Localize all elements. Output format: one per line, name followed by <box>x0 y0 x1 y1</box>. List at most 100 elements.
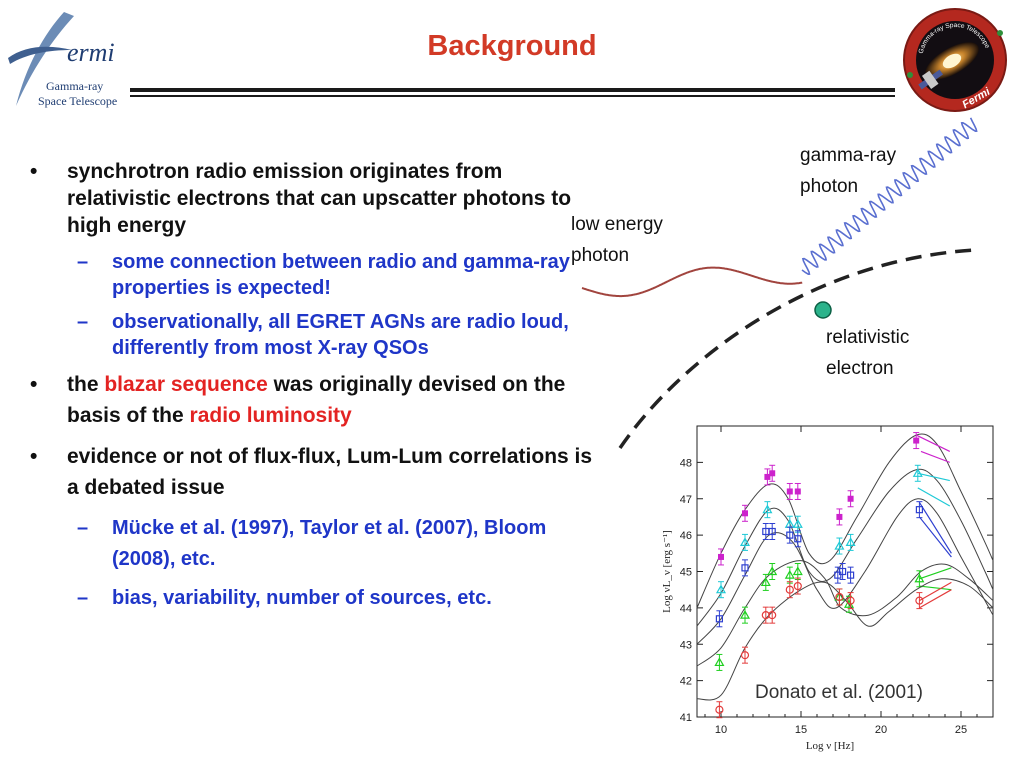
gamma-ray-photon-label: gamma-ray photon <box>800 145 897 197</box>
data-point <box>768 527 776 536</box>
inverse-compton-diagram <box>581 117 978 449</box>
data-point <box>786 488 793 495</box>
data-segment <box>915 434 951 453</box>
data-segment <box>919 589 952 609</box>
data-point <box>793 581 802 591</box>
bullet-1-sub-2-text: observationally, all EGRET AGNs are radi… <box>112 311 569 359</box>
fermi-logo-brand: ermi <box>67 38 115 67</box>
data-point <box>835 592 844 602</box>
y-tick-label: 48 <box>680 457 692 469</box>
x-tick-label: 15 <box>795 724 807 736</box>
slide-body: • synchrotron radio emission originates … <box>22 158 597 622</box>
data-point <box>914 573 925 583</box>
y-tick-label: 41 <box>680 712 692 724</box>
y-tick-label: 46 <box>680 530 692 542</box>
data-point <box>786 531 794 539</box>
data-segment <box>917 472 950 482</box>
data-point <box>715 615 724 623</box>
y-tick-label: 45 <box>680 567 692 579</box>
bullet-3-sub-2-text: bias, variability, number of sources, et… <box>112 587 492 609</box>
bullet-3: • evidence or not of flux-flux, Lum-Lum … <box>30 445 593 499</box>
fermi-logo-line1: Gamma-ray <box>46 79 104 93</box>
bullet-1-sub-1-text: some connection between radio and gamma-… <box>112 251 570 299</box>
data-point <box>836 513 843 520</box>
relativistic-electron-label: relativistic electron <box>826 327 910 379</box>
bullet-1-sub-2: – observationally, all EGRET AGNs are ra… <box>77 311 569 359</box>
x-tick-label: 20 <box>875 724 887 736</box>
title-rule-thin <box>130 95 895 97</box>
data-point <box>784 569 795 579</box>
data-point <box>718 553 724 560</box>
data-point <box>845 537 856 546</box>
fermi-mission-badge: Gamma-ray Space Telescope Fermi <box>900 5 1010 115</box>
slide-title: Background <box>427 30 597 62</box>
bullet-2-mid: was originally devised on the basis of t… <box>67 373 566 427</box>
electron-track <box>618 248 976 449</box>
low-energy-photon-label: low energy photon <box>571 214 663 266</box>
data-point <box>792 566 803 576</box>
data-segment <box>917 487 951 507</box>
data-point <box>739 609 751 619</box>
bullet-3-sub-1-text: Mücke et al. (1997), Taylor et al. (2007… <box>112 517 547 570</box>
y-tick-label: 43 <box>680 639 692 651</box>
data-point <box>741 564 749 572</box>
data-point <box>715 705 724 714</box>
data-point <box>767 566 778 576</box>
data-point <box>768 611 777 620</box>
gamma-ray-photon-wave <box>801 117 978 276</box>
chart-citation: Donato et al. (2001) <box>752 682 926 704</box>
data-segment <box>918 502 952 554</box>
blazar-sed-chart: 10 15 20 25 41 42 43 44 45 46 47 48 Log ν [Hz] Log νL… <box>661 425 994 752</box>
plot-frame <box>696 425 994 718</box>
data-point <box>794 535 802 543</box>
data-segment <box>919 581 952 602</box>
blazar-sequence-highlight: blazar sequence <box>104 373 268 396</box>
data-point <box>912 468 923 477</box>
data-point <box>839 567 847 576</box>
y-axis-label: Log νL_ν [erg s⁻¹] <box>661 530 673 613</box>
fermi-logo-line2: Space Telescope <box>38 94 118 108</box>
low-energy-photon-wave <box>581 266 803 298</box>
data-segment <box>920 450 951 463</box>
data-point <box>769 470 776 477</box>
data-point <box>742 510 748 517</box>
bullet-3-text: evidence or not of flux-flux, Lum-Lum co… <box>67 445 593 499</box>
x-tick-label: 25 <box>955 724 967 736</box>
data-point <box>715 584 727 594</box>
radio-luminosity-highlight: radio luminosity <box>189 404 352 427</box>
data-point <box>794 488 801 495</box>
data-point <box>714 657 725 667</box>
data-point <box>915 506 923 514</box>
model-curve <box>696 433 994 609</box>
data-point <box>785 585 794 594</box>
data-point <box>913 437 920 444</box>
y-tick-label: 44 <box>680 603 692 615</box>
fermi-swoosh-icon <box>8 12 74 106</box>
bullet-2-pre: the <box>67 373 105 396</box>
bullet-1-sub-1: – some connection between radio and gamm… <box>77 251 570 299</box>
data-point <box>762 504 773 514</box>
bullet-1: • synchrotron radio emission originates … <box>30 160 572 237</box>
data-segment <box>918 516 952 558</box>
data-point <box>846 596 855 605</box>
relativistic-electron-icon <box>814 301 832 319</box>
bullet-3-sub-2: – bias, variability, number of sources, … <box>77 587 492 609</box>
bullet-1-text: synchrotron radio emission originates fr… <box>67 160 572 237</box>
y-tick-label: 47 <box>680 494 692 506</box>
data-point <box>847 571 855 579</box>
data-point <box>740 651 750 660</box>
data-point <box>834 540 845 550</box>
title-rule <box>130 88 895 92</box>
bullet-2: • the blazar sequence was originally dev… <box>30 373 566 427</box>
fermi-logo: ermi Gamma-ray Space Telescope <box>4 6 134 111</box>
data-point <box>915 596 924 605</box>
data-point <box>834 571 842 579</box>
data-point <box>847 495 854 502</box>
data-point <box>764 473 771 480</box>
x-tick-label: 10 <box>715 724 727 736</box>
y-tick-label: 42 <box>680 676 692 688</box>
data-segment <box>919 567 952 580</box>
bullet-3-sub-1: – Mücke et al. (1997), Taylor et al. (20… <box>77 517 547 570</box>
data-point <box>792 519 803 528</box>
data-segment <box>919 585 952 591</box>
